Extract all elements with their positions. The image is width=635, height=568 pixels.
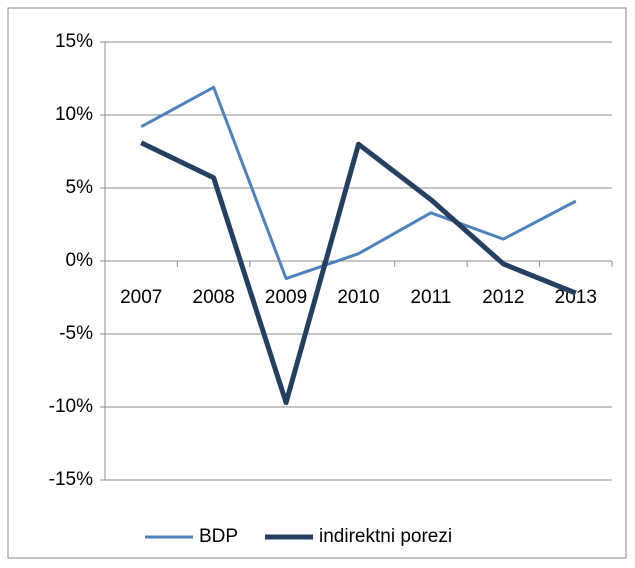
y-tick-label: 10% — [55, 104, 93, 125]
legend-label: BDP — [199, 526, 238, 547]
x-tick-label: 2012 — [482, 287, 524, 308]
series-line — [140, 85, 577, 281]
x-tick-label: 2010 — [337, 287, 379, 308]
x-tick-label: 2013 — [555, 287, 597, 308]
chart-frame — [7, 7, 627, 559]
y-tick-label: -15% — [49, 469, 93, 490]
x-tick-label: 2011 — [410, 287, 451, 308]
x-tick-label: 2007 — [120, 287, 162, 308]
x-tick-label: 2009 — [265, 287, 307, 308]
y-tick-label: 0% — [66, 250, 94, 271]
y-tick-label: -10% — [49, 396, 93, 417]
series-line — [140, 140, 577, 406]
x-tick-label: 2008 — [193, 287, 235, 308]
y-tick-label: 5% — [66, 177, 94, 198]
y-tick-label: 15% — [55, 31, 93, 52]
y-tick-label: -5% — [59, 323, 93, 344]
legend-label: indirektni porezi — [319, 526, 452, 547]
